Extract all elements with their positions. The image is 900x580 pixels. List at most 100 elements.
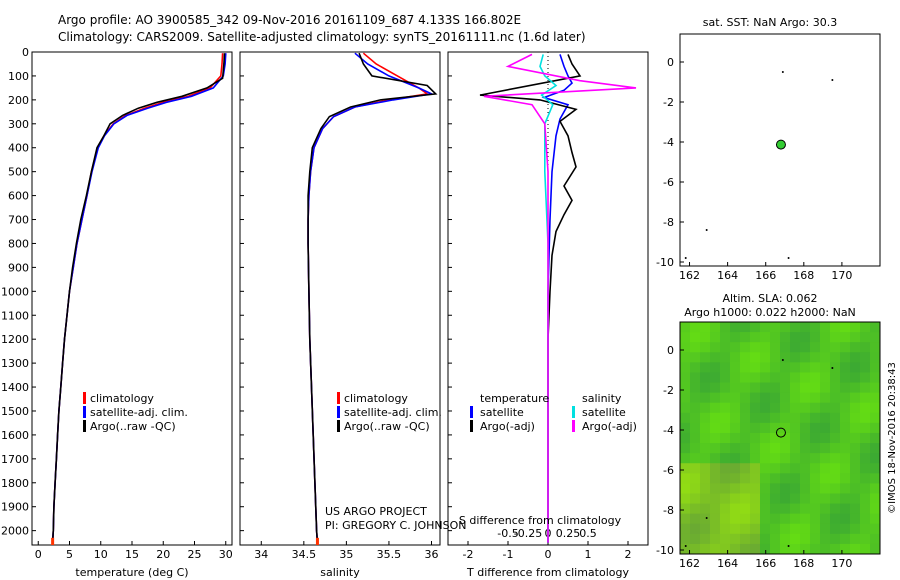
pi-annotation: PI: GREGORY C. JOHNSON: [325, 519, 466, 532]
heatmap-cell: [690, 382, 701, 394]
heatmap-cell: [790, 493, 801, 505]
heatmap-cell: [830, 332, 841, 343]
heatmap-cell: [760, 503, 771, 515]
heatmap-cell: [810, 362, 821, 373]
heatmap-cell: [790, 483, 801, 494]
top-tick-label: 0.5: [579, 527, 597, 540]
map-y-tick-label: 0: [667, 56, 674, 69]
heatmap-cell: [830, 352, 841, 363]
heatmap-cell: [710, 483, 721, 494]
map-x-tick-label: 162: [679, 269, 700, 282]
heatmap-cell: [870, 453, 881, 464]
heatmap-cell: [730, 402, 741, 414]
heatmap-cell: [870, 382, 881, 394]
heatmap-cell: [830, 523, 841, 535]
heatmap-cell: [720, 422, 731, 434]
heatmap-cell: [680, 463, 691, 474]
x-tick-label: 1: [585, 548, 592, 561]
heatmap-cell: [800, 372, 811, 384]
heatmap-cell: [770, 473, 781, 484]
map-y-tick-label: -2: [663, 384, 674, 397]
heatmap-cell: [790, 513, 801, 525]
heatmap-cell: [720, 432, 731, 444]
heatmap-cell: [810, 453, 821, 464]
heatmap-cell: [830, 372, 841, 384]
heatmap-cell: [760, 533, 771, 545]
map-y-tick-label: -2: [663, 96, 674, 109]
heatmap-cell: [720, 473, 731, 484]
altim-map-title: Altim. SLA: 0.062: [722, 292, 817, 305]
heatmap-cell: [690, 533, 701, 545]
heatmap-cell: [820, 493, 831, 505]
heatmap-cell: [750, 392, 761, 404]
heatmap-cell: [740, 543, 751, 555]
heatmap-cell: [760, 382, 771, 394]
series-line-satellite-adj-clim-: [307, 52, 435, 543]
salinity-legend-climatology: climatology: [344, 392, 408, 405]
heatmap-cell: [740, 392, 751, 404]
heatmap-cell: [870, 483, 881, 494]
y-tick-label: 1400: [1, 381, 29, 394]
heatmap-cell: [770, 432, 781, 444]
heatmap-cell: [850, 412, 861, 424]
heatmap-cell: [700, 382, 711, 394]
island-dot: [705, 517, 708, 519]
heatmap-cell: [860, 453, 871, 464]
y-tick-label: 800: [8, 237, 29, 250]
x-tick-label: 0: [545, 548, 552, 561]
island-dot: [831, 367, 834, 369]
series-line-argo-raw-qc-: [51, 53, 226, 543]
heatmap-cell: [740, 322, 751, 333]
heatmap-cell: [730, 322, 741, 333]
heatmap-cell: [770, 483, 781, 494]
x-tick-label: 35: [339, 548, 353, 561]
heatmap-cell: [750, 372, 761, 384]
heatmap-cell: [710, 443, 721, 454]
legend-swatch-t-satellite: [470, 406, 473, 418]
heatmap-cell: [820, 543, 831, 555]
map-y-tick-label: -4: [663, 136, 674, 149]
heatmap-cell: [690, 322, 701, 333]
heatmap-cell: [820, 332, 831, 343]
heatmap-cell: [810, 392, 821, 404]
heatmap-cell: [690, 493, 701, 505]
heatmap-cell: [680, 453, 691, 464]
heatmap-cell: [680, 402, 691, 414]
heatmap-cell: [870, 362, 881, 373]
heatmap-cell: [720, 453, 731, 464]
heatmap-cell: [690, 412, 701, 424]
heatmap-cell: [800, 342, 811, 353]
heatmap-cell: [840, 362, 851, 373]
heatmap-cell: [820, 412, 831, 424]
temperature-panel-frame: [31, 51, 233, 546]
heatmap-cell: [740, 362, 751, 373]
heatmap-cell: [690, 543, 701, 555]
heatmap-cell: [800, 352, 811, 363]
temperature-legend-argo: Argo(..raw -QC): [90, 420, 176, 433]
heatmap-cell: [860, 513, 871, 525]
heatmap-cell: [850, 352, 861, 363]
x-tick-label: 2: [625, 548, 632, 561]
heatmap-cell: [800, 412, 811, 424]
heatmap-cell: [780, 523, 791, 535]
heatmap-cell: [750, 513, 761, 525]
heatmap-cell: [860, 332, 871, 343]
heatmap-cell: [790, 372, 801, 384]
map-y-tick-label: -10: [656, 256, 674, 269]
heatmap-cell: [780, 392, 791, 404]
heatmap-cell: [850, 422, 861, 434]
heatmap-cell: [760, 352, 771, 363]
legend-swatch-climatology: [337, 392, 340, 404]
heatmap-cell: [730, 382, 741, 394]
heatmap-cell: [720, 463, 731, 474]
heatmap-cell: [820, 402, 831, 414]
heatmap-cell: [740, 513, 751, 525]
heatmap-cell: [790, 432, 801, 444]
map-y-tick-label: -10: [656, 544, 674, 557]
heatmap-cell: [830, 362, 841, 373]
heatmap-cell: [760, 473, 771, 484]
heatmap-cell: [800, 322, 811, 333]
heatmap-cell: [830, 322, 841, 333]
legend-swatch-argo: [337, 420, 340, 432]
heatmap-cell: [690, 453, 701, 464]
